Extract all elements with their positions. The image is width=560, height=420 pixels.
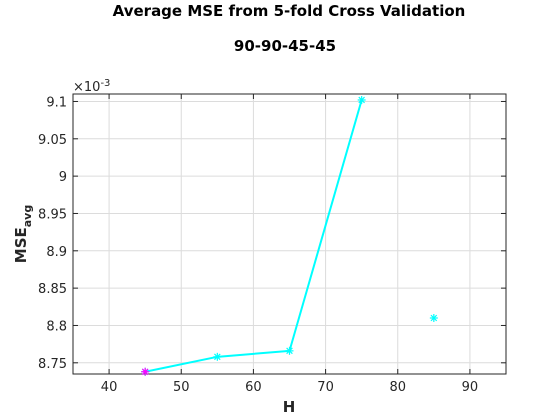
y-axis-label: MSEavg [12, 205, 34, 263]
data-point-marker [213, 352, 222, 361]
series-segment [216, 349, 291, 358]
series-group [141, 95, 438, 376]
data-point-marker [357, 95, 366, 104]
y-exponent-label: ×10-3 [73, 78, 110, 95]
x-tick-label: 70 [317, 380, 334, 395]
series-segment [288, 98, 363, 352]
y-tick-label: 9 [59, 170, 67, 185]
x-tick-label: 60 [245, 380, 262, 395]
y-tick-label: 8.85 [38, 282, 67, 297]
x-tick-label: 90 [462, 380, 479, 395]
highlight-point-marker [141, 367, 150, 376]
x-tick-labels: 40 50 60 70 80 90 [101, 380, 478, 395]
y-tick-label: 9.1 [46, 95, 67, 110]
y-tick-label: 9.05 [38, 133, 67, 148]
y-tick-label: 8.95 [38, 207, 67, 222]
series-segment [144, 355, 219, 373]
x-axis-label: H [283, 398, 296, 416]
y-tick-label: 8.75 [38, 357, 67, 372]
plot-box [72, 93, 507, 375]
data-point-marker [285, 346, 294, 355]
x-tick-label: 80 [389, 380, 406, 395]
grid-lines [73, 94, 506, 374]
y-tick-label: 8.8 [46, 319, 67, 334]
tick-marks [73, 94, 506, 374]
x-tick-label: 40 [101, 380, 118, 395]
x-tick-label: 50 [173, 380, 190, 395]
chart-subtitle: 90-90-45-45 [234, 37, 336, 55]
chart-title: Average MSE from 5-fold Cross Validation [113, 2, 466, 20]
y-tick-label: 8.9 [46, 245, 67, 260]
data-point-marker [429, 314, 438, 322]
y-tick-labels: 8.75 8.8 8.85 8.9 8.95 9 9.05 9.1 [38, 95, 67, 371]
